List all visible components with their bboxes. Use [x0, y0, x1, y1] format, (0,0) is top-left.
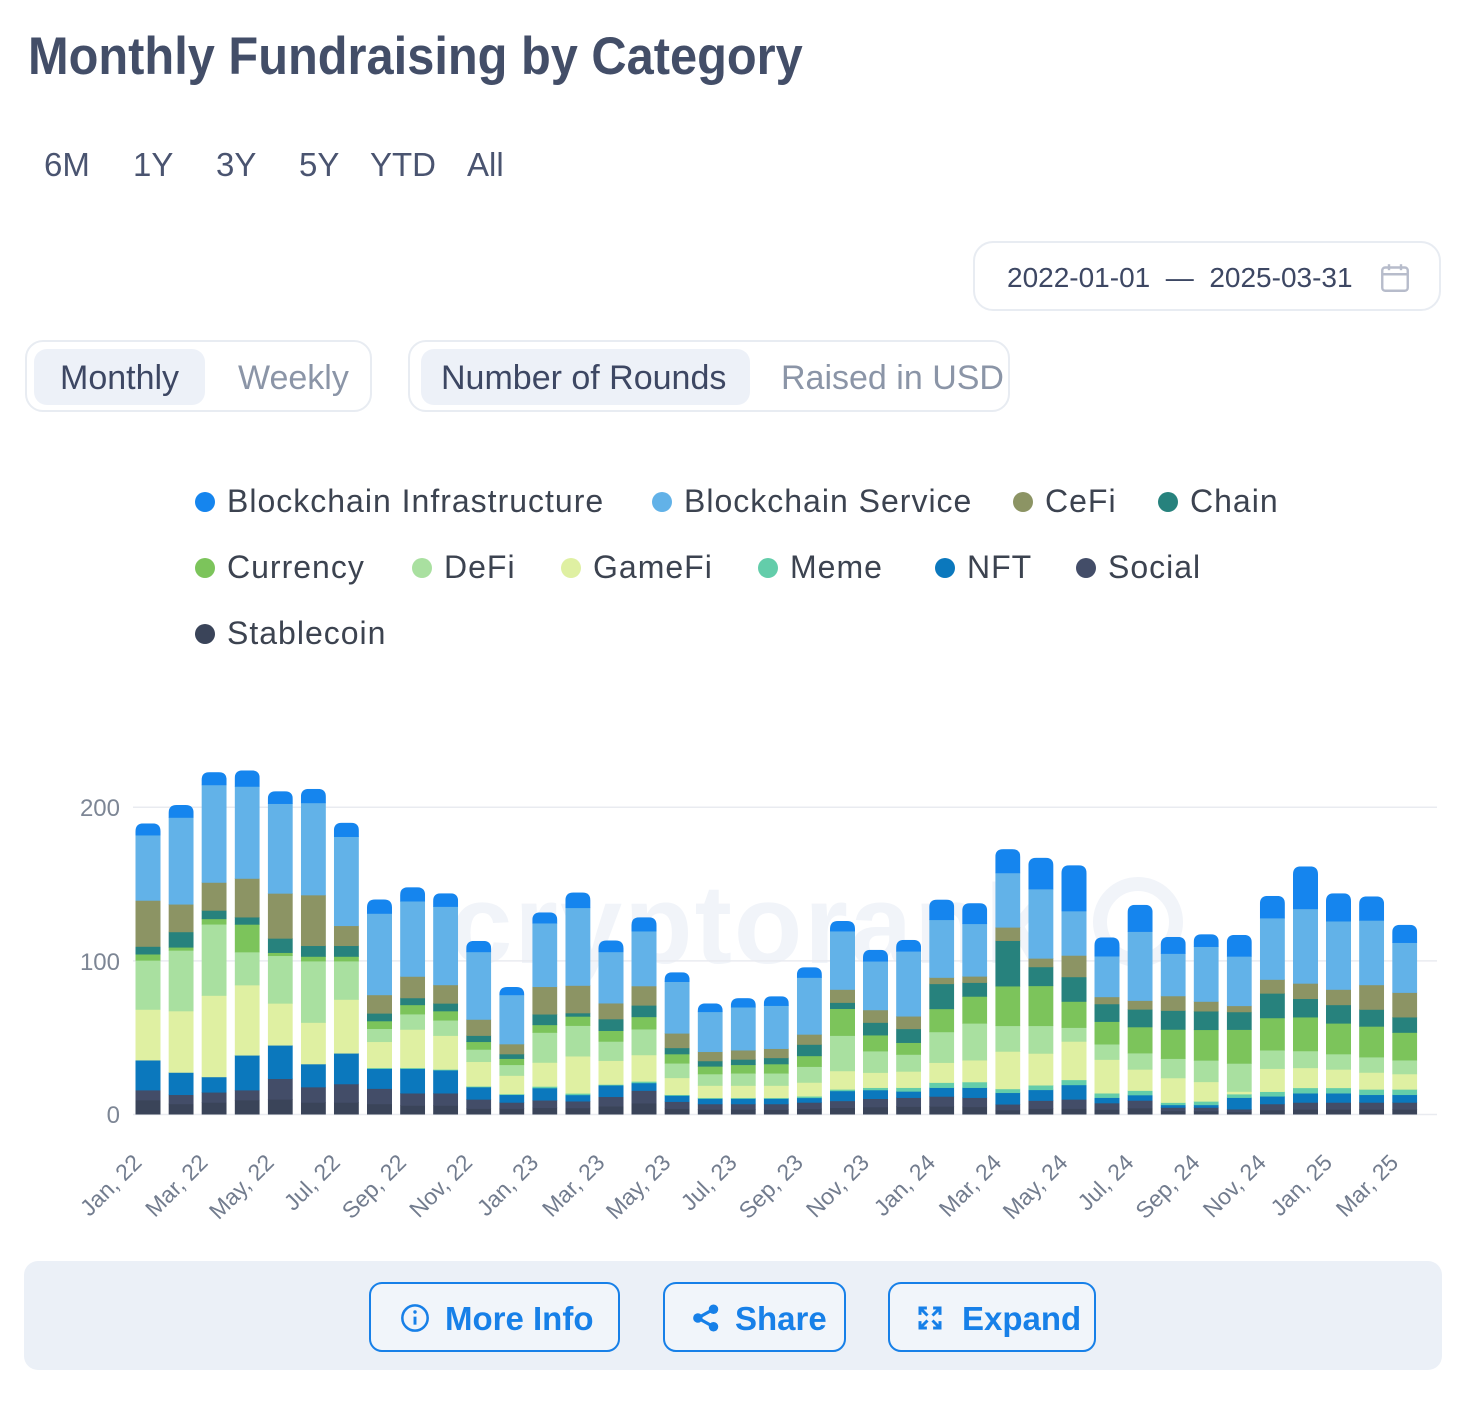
svg-text:Jul, 24: Jul, 24 — [1072, 1149, 1138, 1215]
svg-text:Jan, 22: Jan, 22 — [75, 1149, 147, 1221]
svg-text:100: 100 — [80, 949, 120, 976]
svg-text:Jan, 24: Jan, 24 — [868, 1149, 940, 1221]
svg-text:Sep, 24: Sep, 24 — [1130, 1149, 1205, 1224]
svg-text:May, 23: May, 23 — [601, 1149, 676, 1224]
svg-text:0: 0 — [107, 1102, 120, 1129]
svg-text:Jul, 22: Jul, 22 — [279, 1149, 345, 1215]
svg-text:Mar, 25: Mar, 25 — [1331, 1149, 1404, 1222]
svg-text:Mar, 23: Mar, 23 — [537, 1149, 610, 1222]
svg-text:Jul, 23: Jul, 23 — [676, 1149, 742, 1215]
svg-text:Nov, 23: Nov, 23 — [801, 1149, 874, 1222]
svg-text:Jan, 25: Jan, 25 — [1265, 1149, 1337, 1221]
svg-text:Jan, 23: Jan, 23 — [472, 1149, 544, 1221]
svg-text:May, 22: May, 22 — [204, 1149, 279, 1224]
svg-text:Mar, 24: Mar, 24 — [934, 1149, 1007, 1222]
svg-text:Nov, 22: Nov, 22 — [404, 1149, 477, 1222]
svg-text:200: 200 — [80, 795, 120, 822]
svg-text:Mar, 22: Mar, 22 — [140, 1149, 213, 1222]
svg-text:Sep, 23: Sep, 23 — [733, 1149, 807, 1223]
svg-text:Sep, 22: Sep, 22 — [337, 1149, 411, 1223]
svg-text:May, 24: May, 24 — [998, 1149, 1073, 1224]
svg-text:Nov, 24: Nov, 24 — [1198, 1149, 1271, 1222]
